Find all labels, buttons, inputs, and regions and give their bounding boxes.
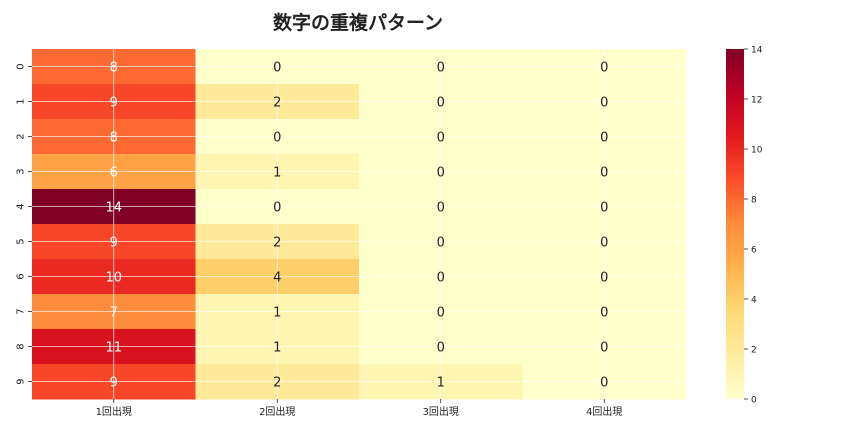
cell-value-label: 8 — [110, 131, 118, 146]
y-tick-label: 5 — [16, 238, 27, 244]
colorbar-gradient — [726, 49, 744, 399]
y-tick-label: 8 — [16, 343, 27, 349]
colorbar-tick-label: 2 — [751, 346, 757, 356]
cell-value-label: 0 — [437, 236, 445, 251]
cell-value-label: 6 — [110, 166, 118, 181]
colorbar: 0 2 4 6 8 10 12 14 — [726, 46, 763, 406]
cell-value-label: 0 — [600, 61, 608, 76]
cell-value-label: 9 — [110, 376, 118, 391]
cell-value-label: 0 — [437, 131, 445, 146]
x-tick-label: 3回出現 — [423, 405, 459, 418]
cell-value-label: 9 — [110, 96, 118, 111]
cell-value-label: 0 — [437, 61, 445, 76]
colorbar-tick-label: 10 — [751, 146, 763, 156]
colorbar-tick-label: 14 — [751, 46, 763, 56]
y-tick-label: 7 — [16, 308, 27, 314]
cell-value-label: 0 — [437, 201, 445, 216]
cell-value-label: 0 — [273, 131, 281, 146]
cell-value-label: 2 — [273, 236, 281, 251]
x-tick-label: 1回出現 — [96, 405, 132, 418]
cell-value-label: 1 — [273, 341, 281, 356]
cell-value-label: 8 — [110, 61, 118, 76]
cell-value-label: 0 — [600, 236, 608, 251]
cell-value-label: 0 — [600, 341, 608, 356]
cell-value-label: 9 — [110, 236, 118, 251]
cell-value-label: 0 — [600, 96, 608, 111]
cell-value-label: 0 — [273, 201, 281, 216]
cell-value-label: 0 — [600, 166, 608, 181]
cell-value-label: 10 — [105, 271, 122, 286]
x-tick-label: 4回出現 — [586, 405, 622, 418]
cell-value-label: 1 — [273, 306, 281, 321]
cell-value-label: 7 — [110, 306, 118, 321]
y-tick-label: 0 — [16, 63, 27, 69]
cell-value-label: 0 — [437, 96, 445, 111]
y-tick-label: 1 — [16, 98, 27, 104]
cell-value-label: 2 — [273, 96, 281, 111]
chart-title: 数字の重複パターン — [273, 11, 443, 34]
colorbar-tick-label: 0 — [751, 396, 757, 406]
y-tick-label: 4 — [16, 203, 27, 209]
cell-value-label: 0 — [437, 166, 445, 181]
y-axis-ticks: 0 1 2 3 4 5 6 7 8 9 — [16, 63, 32, 385]
cell-value-label: 0 — [273, 61, 281, 76]
cell-value-label: 0 — [600, 201, 608, 216]
cell-value-label: 1 — [273, 166, 281, 181]
cell-value-label: 0 — [437, 341, 445, 356]
x-axis-ticks: 1回出現 2回出現 3回出現 4回出現 — [96, 399, 622, 418]
colorbar-tick-label: 12 — [751, 96, 762, 106]
cell-value-label: 0 — [600, 306, 608, 321]
colorbar-tick-label: 8 — [751, 196, 757, 206]
y-tick-label: 2 — [16, 133, 27, 139]
gridlines — [32, 49, 686, 399]
x-tick-label: 2回出現 — [259, 405, 295, 418]
cell-value-label: 4 — [273, 271, 281, 286]
cell-value-label: 11 — [105, 341, 122, 356]
cell-value-label: 2 — [273, 376, 281, 391]
y-tick-label: 6 — [16, 273, 27, 279]
cell-value-label: 0 — [437, 306, 445, 321]
cell-value-label: 0 — [600, 271, 608, 286]
colorbar-tick-label: 4 — [751, 296, 757, 306]
cell-value-label: 1 — [437, 376, 445, 391]
cell-labels: 8 0 0 09 2 0 08 0 0 06 1 0 014 0 0 09 2 0 010 4 0 07 1 0 011 1 0 09… — [105, 61, 608, 391]
cell-value-label: 14 — [105, 201, 122, 216]
cell-value-label: 0 — [600, 131, 608, 146]
y-tick-label: 9 — [16, 378, 27, 384]
colorbar-tick-label: 6 — [751, 246, 757, 256]
y-tick-label: 3 — [16, 168, 27, 174]
cell-value-label: 0 — [437, 271, 445, 286]
cell-value-label: 0 — [600, 376, 608, 391]
